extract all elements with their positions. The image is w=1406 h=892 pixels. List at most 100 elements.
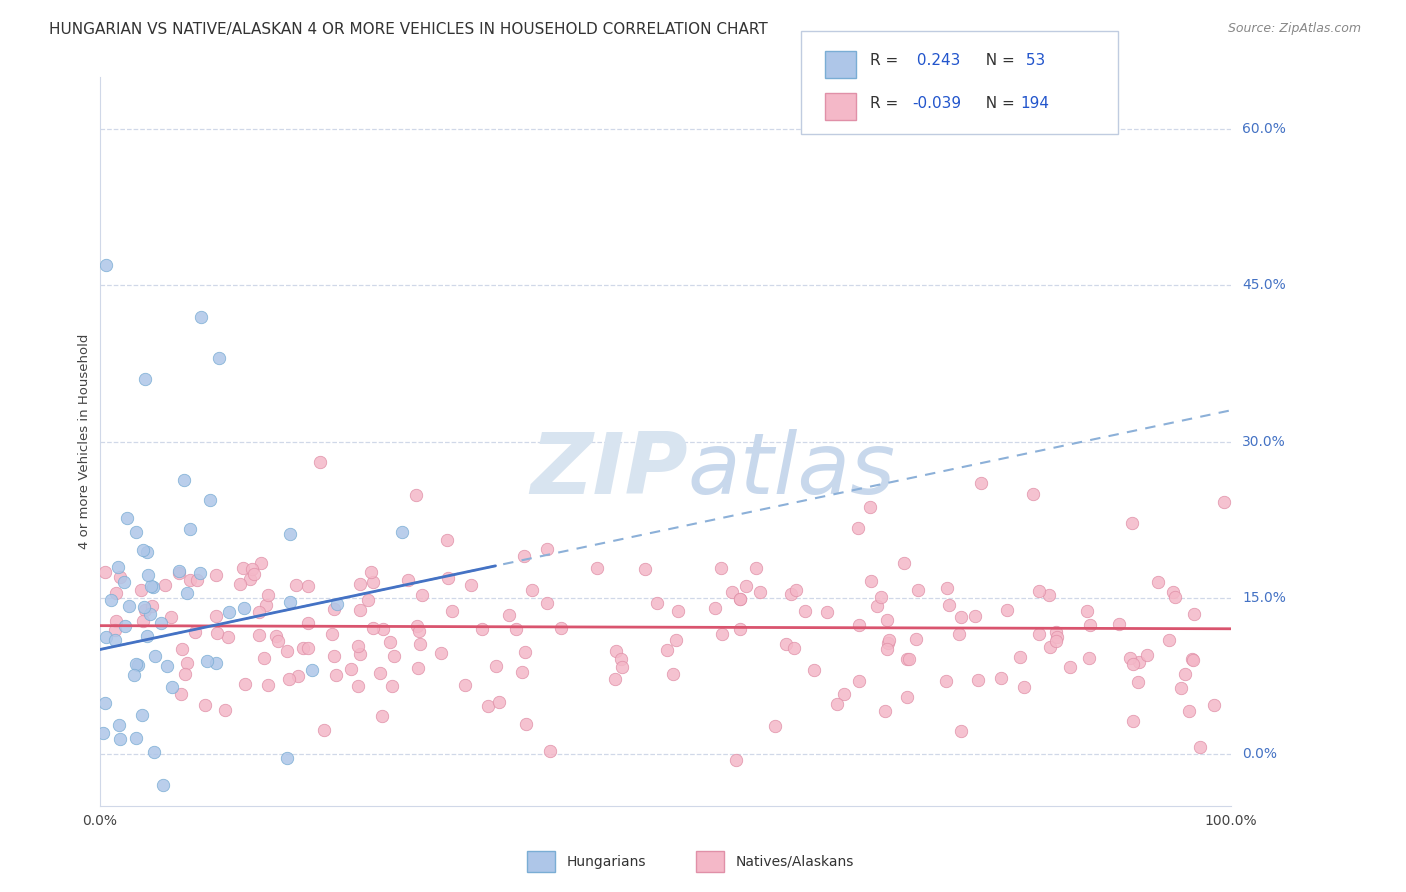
Point <box>188 566 211 581</box>
Point <box>406 661 429 675</box>
Point <box>859 500 882 514</box>
Point <box>105 586 128 600</box>
Point <box>586 561 609 575</box>
Point <box>176 657 198 671</box>
Point <box>170 687 193 701</box>
Point <box>94 696 117 710</box>
Point <box>204 656 226 670</box>
Point <box>233 677 256 691</box>
Point <box>1174 667 1197 681</box>
Point <box>963 609 986 624</box>
Point <box>136 629 159 643</box>
Point <box>321 627 343 641</box>
Point <box>1118 651 1140 665</box>
Point <box>1188 739 1211 754</box>
Point <box>132 614 155 628</box>
Text: HUNGARIAN VS NATIVE/ALASKAN 4 OR MORE VEHICLES IN HOUSEHOLD CORRELATION CHART: HUNGARIAN VS NATIVE/ALASKAN 4 OR MORE VE… <box>49 22 768 37</box>
Point <box>859 574 882 589</box>
Point <box>107 560 129 574</box>
Point <box>373 623 395 637</box>
Point <box>815 606 838 620</box>
Point <box>869 590 891 604</box>
Text: N =: N = <box>976 95 1019 111</box>
Point <box>184 625 207 640</box>
Point <box>125 657 148 671</box>
Point <box>381 680 404 694</box>
Point <box>1122 657 1144 671</box>
Point <box>94 630 117 644</box>
Point <box>139 579 162 593</box>
Point <box>100 593 122 607</box>
Point <box>655 643 678 657</box>
Point <box>522 583 544 598</box>
Point <box>1164 591 1187 605</box>
Point <box>1147 575 1170 590</box>
Point <box>803 663 825 677</box>
Point <box>267 634 290 648</box>
Point <box>876 642 898 657</box>
Point <box>278 595 301 609</box>
Point <box>1157 633 1180 648</box>
Point <box>174 667 197 681</box>
Point <box>1076 604 1098 618</box>
Point <box>208 351 231 366</box>
Point <box>143 648 166 663</box>
Point <box>114 619 136 633</box>
Point <box>477 698 499 713</box>
Point <box>1202 698 1225 713</box>
Point <box>361 574 384 589</box>
Point <box>441 604 464 618</box>
Point <box>247 628 270 642</box>
Point <box>896 652 918 666</box>
Point <box>257 678 280 692</box>
Y-axis label: 4 or more Vehicles in Household: 4 or more Vehicles in Household <box>79 334 91 549</box>
Point <box>1022 486 1045 500</box>
Point <box>323 649 346 664</box>
Point <box>779 586 801 600</box>
Point <box>285 577 308 591</box>
Point <box>132 599 155 614</box>
Point <box>1121 516 1143 530</box>
Text: 60.0%: 60.0% <box>1241 122 1286 136</box>
Point <box>94 258 117 272</box>
Point <box>326 597 349 611</box>
Point <box>515 717 537 731</box>
Point <box>143 745 166 759</box>
Point <box>391 524 413 539</box>
Point <box>297 640 319 655</box>
Point <box>728 592 751 607</box>
Point <box>411 588 433 602</box>
Point <box>848 673 870 688</box>
Point <box>131 708 153 723</box>
Text: 15.0%: 15.0% <box>1241 591 1286 605</box>
Point <box>112 575 135 590</box>
Point <box>409 637 432 651</box>
Point <box>278 673 301 687</box>
Point <box>1136 648 1159 662</box>
Point <box>734 579 756 593</box>
Text: N =: N = <box>976 54 1019 69</box>
Point <box>948 626 970 640</box>
Point <box>349 576 371 591</box>
Point <box>436 533 458 548</box>
Point <box>1170 681 1192 695</box>
Point <box>247 605 270 619</box>
Point <box>710 561 733 575</box>
Point <box>879 633 901 648</box>
Point <box>470 622 492 636</box>
Point <box>634 562 657 576</box>
Point <box>610 652 633 666</box>
Point <box>214 703 236 717</box>
Point <box>763 719 786 733</box>
Text: ZIP: ZIP <box>530 429 688 512</box>
Point <box>664 633 686 648</box>
Text: Source: ZipAtlas.com: Source: ZipAtlas.com <box>1227 22 1361 36</box>
Text: Hungarians: Hungarians <box>567 855 647 869</box>
Text: 0.243: 0.243 <box>912 54 960 69</box>
Point <box>832 688 855 702</box>
Point <box>287 669 309 683</box>
Point <box>232 561 254 575</box>
Point <box>775 637 797 651</box>
Point <box>194 698 217 713</box>
Point <box>905 632 928 647</box>
